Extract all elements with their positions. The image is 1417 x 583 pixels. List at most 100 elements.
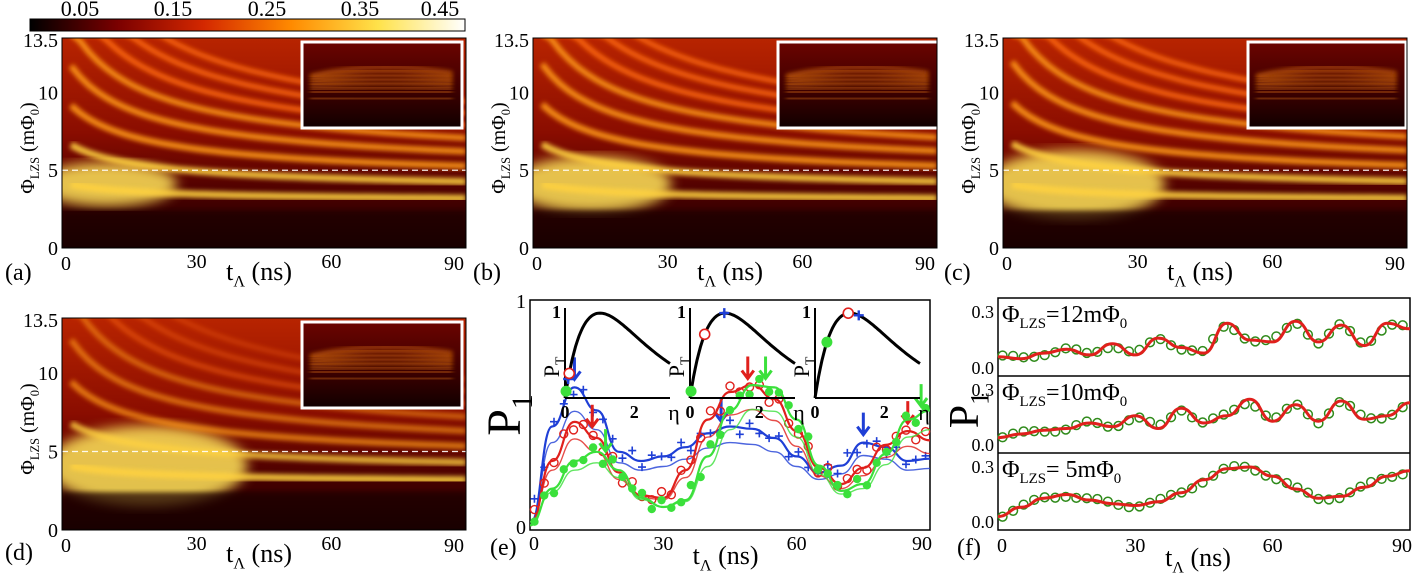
x-axis-label-part: t: [226, 539, 234, 568]
data-marker-red: [656, 486, 667, 497]
y-tick-label: 10: [38, 363, 58, 385]
x-axis-label-part: Λ: [1174, 274, 1186, 291]
arrow-green: [913, 384, 929, 409]
data-marker-green: [657, 495, 666, 505]
fit-line-red: [997, 397, 1411, 440]
data-marker-red: [578, 419, 589, 430]
inset-border: [776, 40, 940, 130]
data-marker-green: [706, 440, 715, 449]
subplot-legend: ΦLZS= 5mΦ0: [1002, 457, 1121, 487]
heatmap-fringe: [541, 181, 937, 202]
inset-marker-green: [821, 336, 833, 348]
data-marker-green: [725, 405, 735, 415]
data-marker-green: [862, 481, 872, 490]
data-marker-green: [667, 503, 676, 512]
data-marker-green: [1060, 491, 1071, 502]
heatmap-fringe: [1011, 181, 1407, 202]
y-tick-label: 5: [519, 160, 529, 182]
x-tick-label: 30: [187, 251, 207, 273]
heatmap-fringe: [539, 101, 937, 169]
x-axis-label: tΛ (ns): [1167, 257, 1233, 291]
inset-fringe: [1255, 66, 1397, 77]
data-marker-blue: [911, 455, 920, 464]
inset-fringe: [309, 346, 453, 357]
x-tick-label: 30: [1128, 251, 1148, 273]
inset-pt-0: 1 0 2 η PT: [539, 302, 680, 425]
x-tick-label: 30: [653, 533, 673, 555]
y-axis-label: ΦLZS (mΦ0): [958, 102, 983, 193]
y-axis-label-part: LZS: [28, 157, 42, 179]
x-axis-label-part: Λ: [700, 558, 712, 575]
inset-fringe: [785, 74, 929, 83]
data-marker-green: [637, 488, 647, 498]
data-marker-green: [1344, 400, 1356, 412]
inset-y-label-group: PT: [664, 356, 693, 377]
data-marker-green: [764, 387, 774, 396]
inset-fringe: [309, 70, 453, 80]
data-marker-green: [843, 489, 852, 499]
x-tick-label: 0: [61, 535, 71, 557]
inset-fringe: [309, 358, 453, 366]
data-marker-green: [1039, 349, 1050, 361]
data-marker-blue: [794, 447, 803, 456]
data-marker-green: [852, 474, 862, 484]
panel-label: (c): [944, 260, 971, 286]
data-marker-green: [628, 484, 637, 493]
data-marker-blue: [559, 399, 568, 408]
heatmap-fringe: [79, 318, 466, 420]
x-tick-label: 90: [912, 533, 932, 555]
colorbar-tick: 0.25: [248, 0, 287, 21]
y-axis-label-group: ΦLZS (mΦ0): [958, 102, 983, 193]
inset-y-label-group: PT: [789, 356, 818, 377]
data-marker-red: [715, 406, 725, 416]
arrow-red: [740, 356, 755, 381]
inset-fringe: [1255, 97, 1397, 101]
x-axis-label: tΛ (ns): [697, 257, 763, 291]
heatmap-frame: [1002, 37, 1408, 249]
data-marker-green: [579, 455, 588, 465]
data-marker-green: [559, 465, 568, 474]
inset-fringe: [1255, 82, 1397, 88]
data-marker-green: [1281, 403, 1293, 414]
x-tick-label: 0: [532, 253, 542, 275]
y-axis-label-group: ΦLZS (mΦ0): [17, 102, 42, 193]
y-tick-label: 0: [516, 517, 526, 539]
y-axis-label: ΦLZS (mΦ0): [17, 383, 42, 474]
data-marker-green: [530, 517, 539, 526]
x-axis-label-part: (ns): [716, 257, 763, 286]
data-marker-green: [921, 403, 930, 413]
y-axis-label-part: 0: [28, 390, 42, 396]
arrow-red: [585, 404, 600, 430]
data-marker-blue: [550, 417, 558, 426]
data-marker-green: [794, 424, 803, 434]
y-tick-label: 10: [509, 82, 529, 104]
data-marker-green: [1323, 328, 1335, 339]
subplot-legend-part: LZS: [1020, 471, 1046, 487]
series-model-green: [529, 408, 931, 523]
data-marker-green: [1050, 426, 1061, 437]
data-marker-green: [647, 504, 656, 514]
data-marker-red: [588, 430, 598, 441]
heatmap-fringe: [69, 141, 466, 185]
x-tick-label: 60: [321, 533, 341, 555]
data-marker-green: [1123, 501, 1135, 513]
data-marker-green: [1092, 346, 1103, 358]
inset-border: [1246, 40, 1408, 130]
y-axis-label-group: ΦLZS (mΦ0): [17, 383, 42, 474]
heatmap-frame: [532, 37, 938, 249]
x-axis-label-part: (ns): [712, 541, 759, 570]
data-marker-green: [1229, 460, 1240, 472]
inset-fringe: [785, 97, 929, 101]
inset-fringe: [1255, 90, 1397, 94]
x-tick-label: 90: [1385, 253, 1405, 275]
subplot-legend-part: Φ: [1002, 457, 1020, 483]
y-axis-label-part: ): [488, 102, 510, 109]
subplot-legend-part: Φ: [1002, 302, 1020, 328]
inset-fringe: [309, 97, 453, 101]
data-marker-red: [705, 406, 716, 416]
data-marker-blue: [843, 448, 852, 457]
data-marker-green: [813, 465, 823, 474]
y-axis-label-group: P1: [478, 394, 539, 436]
y-tick-label: 0: [48, 520, 58, 542]
